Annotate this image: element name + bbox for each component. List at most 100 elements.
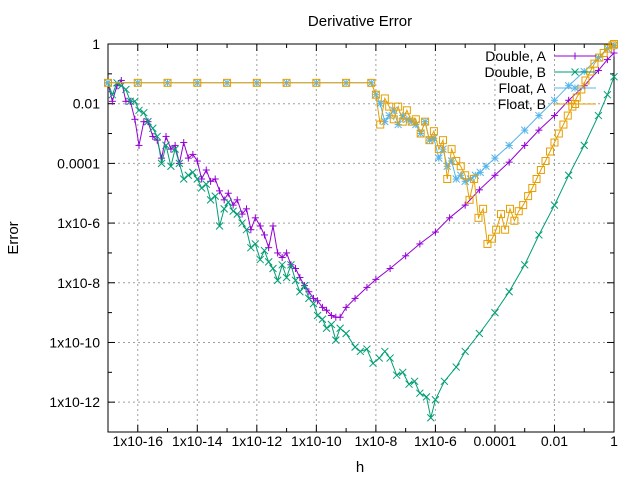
data-point	[260, 246, 269, 255]
data-point	[528, 183, 537, 192]
data-point	[256, 222, 264, 230]
data-point	[431, 395, 440, 404]
x-tick-label: 0.0001	[474, 433, 517, 449]
y-tick-label: 0.01	[73, 96, 100, 112]
data-point	[135, 106, 143, 115]
data-point	[465, 195, 474, 204]
data-point	[380, 117, 389, 126]
data-point	[233, 196, 241, 204]
legend-label: Float, B	[498, 96, 546, 112]
data-point	[269, 222, 277, 230]
data-point	[571, 100, 579, 108]
data-point	[456, 171, 465, 180]
data-point	[394, 120, 403, 129]
series-line	[108, 43, 615, 246]
data-point	[475, 186, 483, 194]
series-layer	[104, 40, 618, 422]
data-point	[312, 78, 321, 87]
data-point	[426, 413, 435, 422]
data-point	[175, 159, 184, 168]
data-point	[193, 175, 202, 183]
data-point	[405, 380, 413, 389]
data-point	[608, 41, 617, 50]
data-point	[163, 78, 172, 87]
x-tick-label: 1x10-14	[172, 433, 223, 449]
data-point	[446, 214, 454, 222]
x-tick-label: 1x10-10	[291, 433, 342, 449]
data-point	[256, 255, 265, 264]
data-point	[287, 260, 295, 269]
data-point	[392, 371, 401, 380]
series-line	[107, 52, 615, 318]
data-point	[193, 157, 201, 165]
data-point	[202, 180, 211, 189]
data-point	[108, 97, 116, 105]
data-point	[274, 249, 282, 257]
data-point	[491, 171, 499, 179]
y-tick-label: 1	[92, 36, 100, 52]
data-point	[505, 158, 513, 166]
data-point	[599, 48, 608, 57]
y-tick-label: 0.0001	[57, 155, 100, 171]
data-point	[550, 112, 558, 120]
data-point	[439, 136, 448, 145]
data-point	[603, 56, 611, 64]
data-point	[394, 102, 403, 111]
data-point	[108, 90, 117, 99]
data-point	[434, 145, 443, 154]
y-tick-label: 1x10-8	[57, 275, 100, 291]
data-point	[434, 154, 443, 162]
data-point	[571, 68, 579, 76]
data-point	[492, 225, 501, 234]
data-point	[456, 162, 465, 171]
data-point	[410, 377, 419, 386]
data-point	[572, 93, 581, 102]
data-point	[564, 171, 573, 180]
data-point	[122, 85, 130, 94]
data-point	[292, 265, 300, 273]
data-point	[541, 157, 550, 166]
series-0	[104, 49, 618, 321]
data-point	[318, 303, 326, 311]
series-3	[104, 40, 618, 248]
data-point	[327, 312, 335, 320]
data-point	[429, 127, 438, 136]
data-point	[363, 345, 371, 353]
data-point	[532, 174, 541, 183]
data-point	[520, 126, 529, 134]
data-point	[167, 162, 175, 171]
data-point	[309, 299, 318, 308]
data-point	[546, 147, 555, 156]
data-point	[519, 201, 528, 210]
x-tick-label: 1	[610, 433, 618, 449]
data-point	[439, 145, 447, 153]
data-point	[386, 354, 394, 362]
data-point	[171, 145, 179, 153]
data-point	[521, 141, 529, 149]
data-point	[431, 228, 439, 236]
data-point	[322, 324, 331, 333]
axis-ticks: 1x10-16 1x10-14 1x10-12 1x10-10 1x10-8 1x10-6…	[49, 36, 618, 449]
data-point	[422, 393, 431, 401]
data-point	[131, 115, 139, 123]
data-point	[536, 166, 545, 175]
data-point	[580, 141, 589, 150]
data-point	[568, 102, 577, 111]
data-point	[475, 329, 484, 338]
data-point	[323, 306, 331, 314]
data-point	[398, 368, 407, 377]
data-point	[376, 120, 385, 129]
data-point	[206, 195, 215, 204]
data-point	[482, 162, 490, 171]
data-point	[273, 276, 282, 285]
data-point	[282, 273, 291, 282]
data-point	[318, 315, 327, 324]
data-point	[550, 96, 559, 105]
data-point	[207, 177, 215, 185]
data-point	[505, 204, 514, 213]
data-point	[184, 171, 193, 180]
data-point	[470, 174, 479, 183]
data-point	[220, 204, 229, 213]
